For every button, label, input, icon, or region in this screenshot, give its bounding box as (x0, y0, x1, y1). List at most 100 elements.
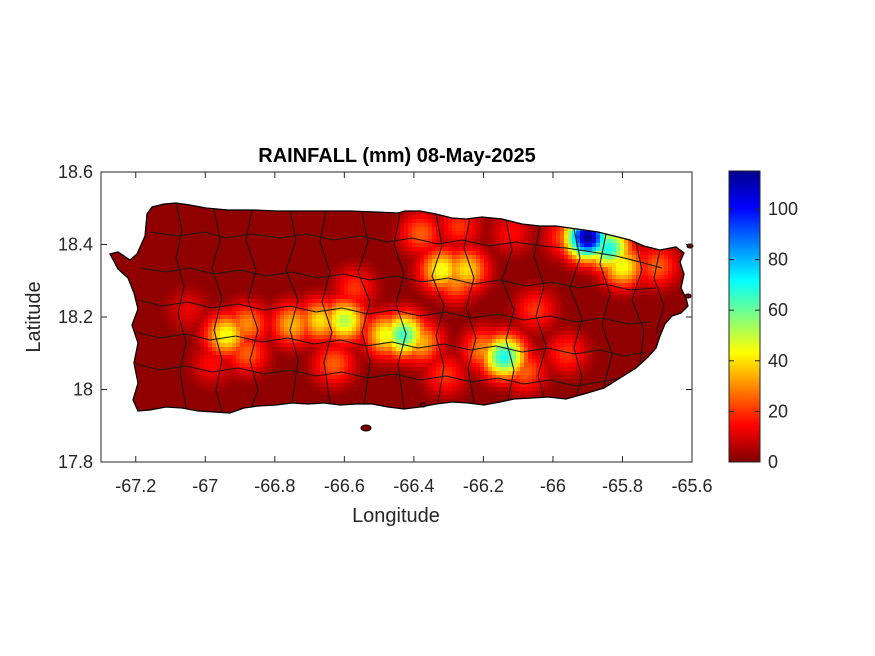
field-cell (408, 251, 413, 256)
field-cell (164, 231, 169, 236)
field-cell (164, 275, 169, 280)
field-cell (468, 251, 473, 256)
field-cell (164, 271, 169, 276)
field-cell (460, 303, 465, 308)
field-cell (588, 247, 593, 252)
field-cell (536, 299, 541, 304)
field-cell (348, 231, 353, 236)
field-cell (180, 307, 185, 312)
field-cell (236, 323, 241, 328)
field-cell (248, 311, 253, 316)
field-cell (152, 295, 157, 300)
field-cell (396, 227, 401, 232)
field-cell (572, 267, 577, 272)
field-cell (484, 279, 489, 284)
field-cell (500, 315, 505, 320)
field-cell (624, 271, 629, 276)
field-cell (568, 235, 573, 240)
field-cell (472, 287, 477, 292)
field-cell (184, 315, 189, 320)
field-cell (404, 243, 409, 248)
field-cell (168, 303, 173, 308)
field-cell (548, 235, 553, 240)
field-cell (212, 247, 217, 252)
field-cell (536, 271, 541, 276)
field-cell (180, 235, 185, 240)
field-cell (220, 219, 225, 224)
field-cell (480, 255, 485, 260)
field-cell (428, 215, 433, 220)
field-cell (584, 299, 589, 304)
field-cell (272, 231, 277, 236)
field-cell (192, 251, 197, 256)
field-cell (436, 279, 441, 284)
field-cell (256, 315, 261, 320)
field-cell (376, 271, 381, 276)
field-cell (292, 307, 297, 312)
field-cell (648, 287, 653, 292)
field-cell (296, 303, 301, 308)
field-cell (164, 323, 169, 328)
field-cell (368, 271, 373, 276)
field-cell (180, 271, 185, 276)
field-cell (332, 247, 337, 252)
field-cell (260, 215, 265, 220)
field-cell (436, 243, 441, 248)
field-cell (532, 227, 537, 232)
field-cell (388, 255, 393, 260)
field-cell (536, 283, 541, 288)
field-cell (636, 299, 641, 304)
field-cell (512, 311, 517, 316)
field-cell (248, 275, 253, 280)
field-cell (340, 211, 345, 216)
field-cell (568, 327, 573, 332)
field-cell (316, 247, 321, 252)
field-cell (440, 295, 445, 300)
field-cell (508, 275, 513, 280)
field-cell (280, 327, 285, 332)
field-cell (348, 243, 353, 248)
field-cell (288, 247, 293, 252)
field-cell (116, 251, 121, 256)
field-cell (476, 235, 481, 240)
field-cell (320, 279, 325, 284)
field-cell (484, 319, 489, 324)
field-cell (192, 327, 197, 332)
field-cell (244, 243, 249, 248)
field-cell (432, 299, 437, 304)
field-cell (436, 239, 441, 244)
field-cell (596, 315, 601, 320)
field-cell (592, 259, 597, 264)
field-cell (472, 291, 477, 296)
field-cell (368, 239, 373, 244)
field-cell (464, 291, 469, 296)
field-cell (628, 243, 633, 248)
field-cell (420, 243, 425, 248)
field-cell (476, 263, 481, 268)
field-cell (244, 295, 249, 300)
field-cell (256, 303, 261, 308)
field-cell (176, 267, 181, 272)
field-cell (444, 267, 449, 272)
field-cell (464, 231, 469, 236)
field-cell (632, 327, 637, 332)
field-cell (308, 291, 313, 296)
field-cell (524, 223, 529, 228)
field-cell (288, 323, 293, 328)
field-cell (300, 259, 305, 264)
field-cell (180, 299, 185, 304)
field-cell (356, 267, 361, 272)
field-cell (256, 267, 261, 272)
field-cell (136, 251, 141, 256)
field-cell (136, 283, 141, 288)
field-cell (580, 327, 585, 332)
field-cell (248, 235, 253, 240)
field-cell (244, 211, 249, 216)
field-cell (284, 247, 289, 252)
field-cell (176, 275, 181, 280)
field-cell (356, 315, 361, 320)
field-cell (676, 255, 681, 260)
field-cell (292, 295, 297, 300)
field-cell (220, 215, 225, 220)
field-cell (288, 239, 293, 244)
